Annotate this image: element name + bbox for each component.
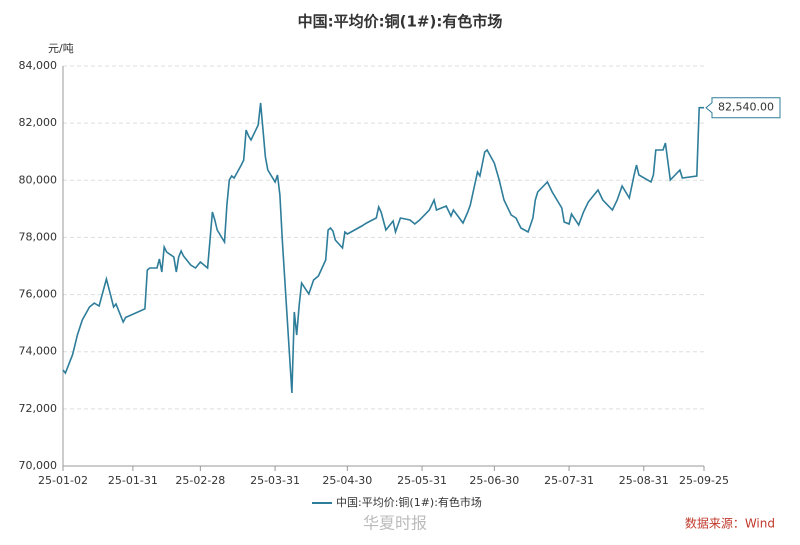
- y-tick-label: 78,000: [19, 230, 58, 243]
- x-tick-label: 25-09-25: [679, 474, 729, 487]
- x-tick-label: 25-05-31: [397, 474, 447, 487]
- y-tick-label: 82,000: [19, 116, 58, 129]
- series-line: [62, 102, 704, 394]
- x-tick-label: 25-01-31: [108, 474, 158, 487]
- x-tick-label: 25-02-28: [175, 474, 225, 487]
- y-tick-label: 80,000: [19, 173, 58, 186]
- x-tick-label: 25-04-30: [322, 474, 372, 487]
- y-tick-label: 70,000: [19, 459, 58, 472]
- source: 数据来源：Wind: [685, 516, 775, 531]
- y-tick-label: 76,000: [19, 288, 58, 301]
- x-tick-label: 25-03-31: [250, 474, 300, 487]
- end-label: 82,540.00: [718, 101, 774, 114]
- y-tick-label: 84,000: [19, 59, 58, 72]
- y-tick-label: 72,000: [19, 402, 58, 415]
- x-tick-label: 25-01-02: [38, 474, 88, 487]
- callout-box: [705, 97, 781, 119]
- legend-label: 中国:平均价:铜(1#):有色市场: [336, 495, 482, 509]
- x-tick-label: 25-06-30: [469, 474, 519, 487]
- x-tick-label: 25-07-31: [544, 474, 594, 487]
- y-unit: 元/吨: [48, 42, 74, 55]
- y-tick-label: 74,000: [19, 345, 58, 358]
- chart-title: 中国:平均价:铜(1#):有色市场: [298, 13, 503, 31]
- x-tick-label: 25-08-31: [619, 474, 669, 487]
- watermark: 华夏时报: [363, 514, 427, 533]
